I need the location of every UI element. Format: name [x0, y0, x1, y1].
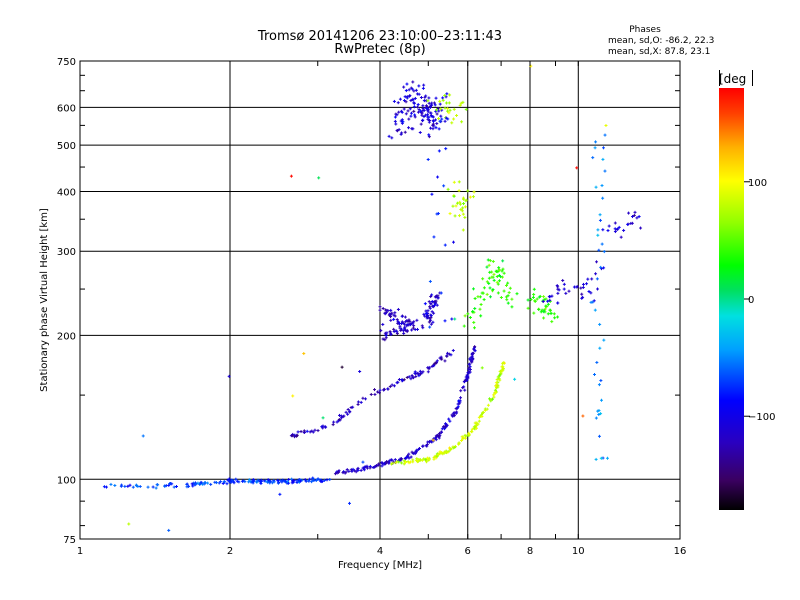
y-tick-label: 750	[57, 57, 76, 68]
x-axis-label: Frequency [MHz]	[338, 560, 422, 571]
data-points	[102, 64, 643, 532]
phases-heading: Phases	[629, 25, 661, 35]
y-tick-label: 400	[57, 187, 76, 198]
x-tick-label: 16	[674, 546, 687, 557]
grid-lines	[80, 61, 680, 539]
colorbar-label: [deg	[719, 72, 746, 86]
phases-o-stats: mean, sd,O: -86.2, 22.3	[608, 36, 714, 46]
y-tick-label: 100	[57, 475, 76, 486]
y-tick-label: 75	[63, 535, 76, 546]
chart-subtitle: RwPretec (8p)	[334, 42, 425, 57]
colorbar-tick-label: −100	[748, 412, 775, 423]
x-axis-ticks: 1 2 4 6 8 10 16	[77, 61, 687, 557]
x-tick-label: 2	[227, 546, 233, 557]
y-tick-label: 200	[57, 331, 76, 342]
x-tick-label: 4	[377, 546, 383, 557]
y-tick-label: 500	[57, 141, 76, 152]
x-tick-label: 8	[527, 546, 533, 557]
colorbar-tick-label: 100	[748, 178, 767, 189]
colorbar-ticks: 100 0 −100	[744, 178, 775, 423]
x-tick-label: 1	[77, 546, 83, 557]
colorbar-tick-label: 0	[748, 295, 754, 306]
y-tick-label: 300	[57, 247, 76, 258]
y-axis-ticks: 75 100 200 300 400 500 600 750	[57, 57, 680, 546]
chart-title: Tromsø 20141206 23:10:00–23:11:43	[257, 29, 502, 44]
x-tick-label: 10	[572, 546, 585, 557]
x-tick-label: 6	[465, 546, 471, 557]
phases-x-stats: mean, sd,X: 87.8, 23.1	[608, 47, 710, 57]
y-axis-label: Stationary phase Virtual Height [km]	[39, 208, 50, 392]
y-tick-label: 600	[57, 103, 76, 114]
colorbar	[719, 88, 744, 510]
